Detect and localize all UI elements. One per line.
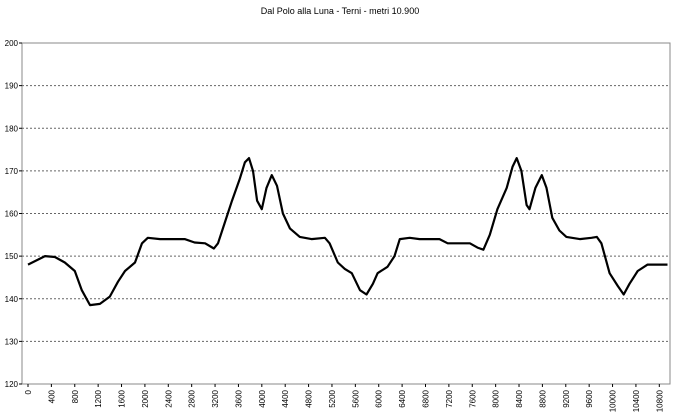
y-tick-label: 190: [5, 82, 19, 91]
x-tick-label: 6000: [375, 389, 384, 407]
y-tick-label: 150: [5, 252, 19, 261]
x-tick-label: 8000: [492, 389, 501, 407]
x-tick-label: 7600: [468, 389, 477, 407]
y-tick-label: 130: [5, 337, 19, 346]
x-tick-label: 800: [71, 389, 80, 403]
x-tick-label: 400: [47, 389, 56, 403]
x-tick-label: 4400: [281, 389, 290, 407]
x-tick-label: 1600: [118, 389, 127, 407]
x-tick-label: 7200: [445, 389, 454, 407]
x-tick-label: 3200: [211, 389, 220, 407]
x-tick-label: 9200: [562, 389, 571, 407]
x-tick-label: 8800: [538, 389, 547, 407]
y-tick-label: 180: [5, 124, 19, 133]
x-tick-label: 4000: [258, 389, 267, 407]
x-tick-label: 0: [24, 389, 33, 394]
x-tick-label: 2800: [188, 389, 197, 407]
x-tick-label: 4800: [305, 389, 314, 407]
x-tick-label: 3600: [234, 389, 243, 407]
x-tick-label: 8400: [515, 389, 524, 407]
x-tick-label: 5200: [328, 389, 337, 407]
x-tick-label: 6800: [421, 389, 430, 407]
line-series: [27, 157, 668, 307]
y-tick-label: 160: [5, 210, 19, 219]
x-tick-label: 9600: [585, 389, 594, 407]
x-tick-label: 10400: [632, 389, 641, 412]
x-tick-label: 2000: [141, 389, 150, 407]
y-tick-label: 200: [5, 39, 19, 48]
x-tick-label: 10800: [655, 389, 664, 412]
x-tick-label: 5600: [351, 389, 360, 407]
x-tick-label: 1200: [94, 389, 103, 407]
x-tick-label: 2400: [164, 389, 173, 407]
x-tick-label: 10000: [609, 389, 618, 412]
y-tick-label: 170: [5, 167, 19, 176]
y-tick-label: 120: [5, 380, 19, 389]
y-tick-label: 140: [5, 295, 19, 304]
x-tick-label: 6400: [398, 389, 407, 407]
chart-title: Dal Polo alla Luna - Terni - metri 10.90…: [261, 6, 419, 16]
